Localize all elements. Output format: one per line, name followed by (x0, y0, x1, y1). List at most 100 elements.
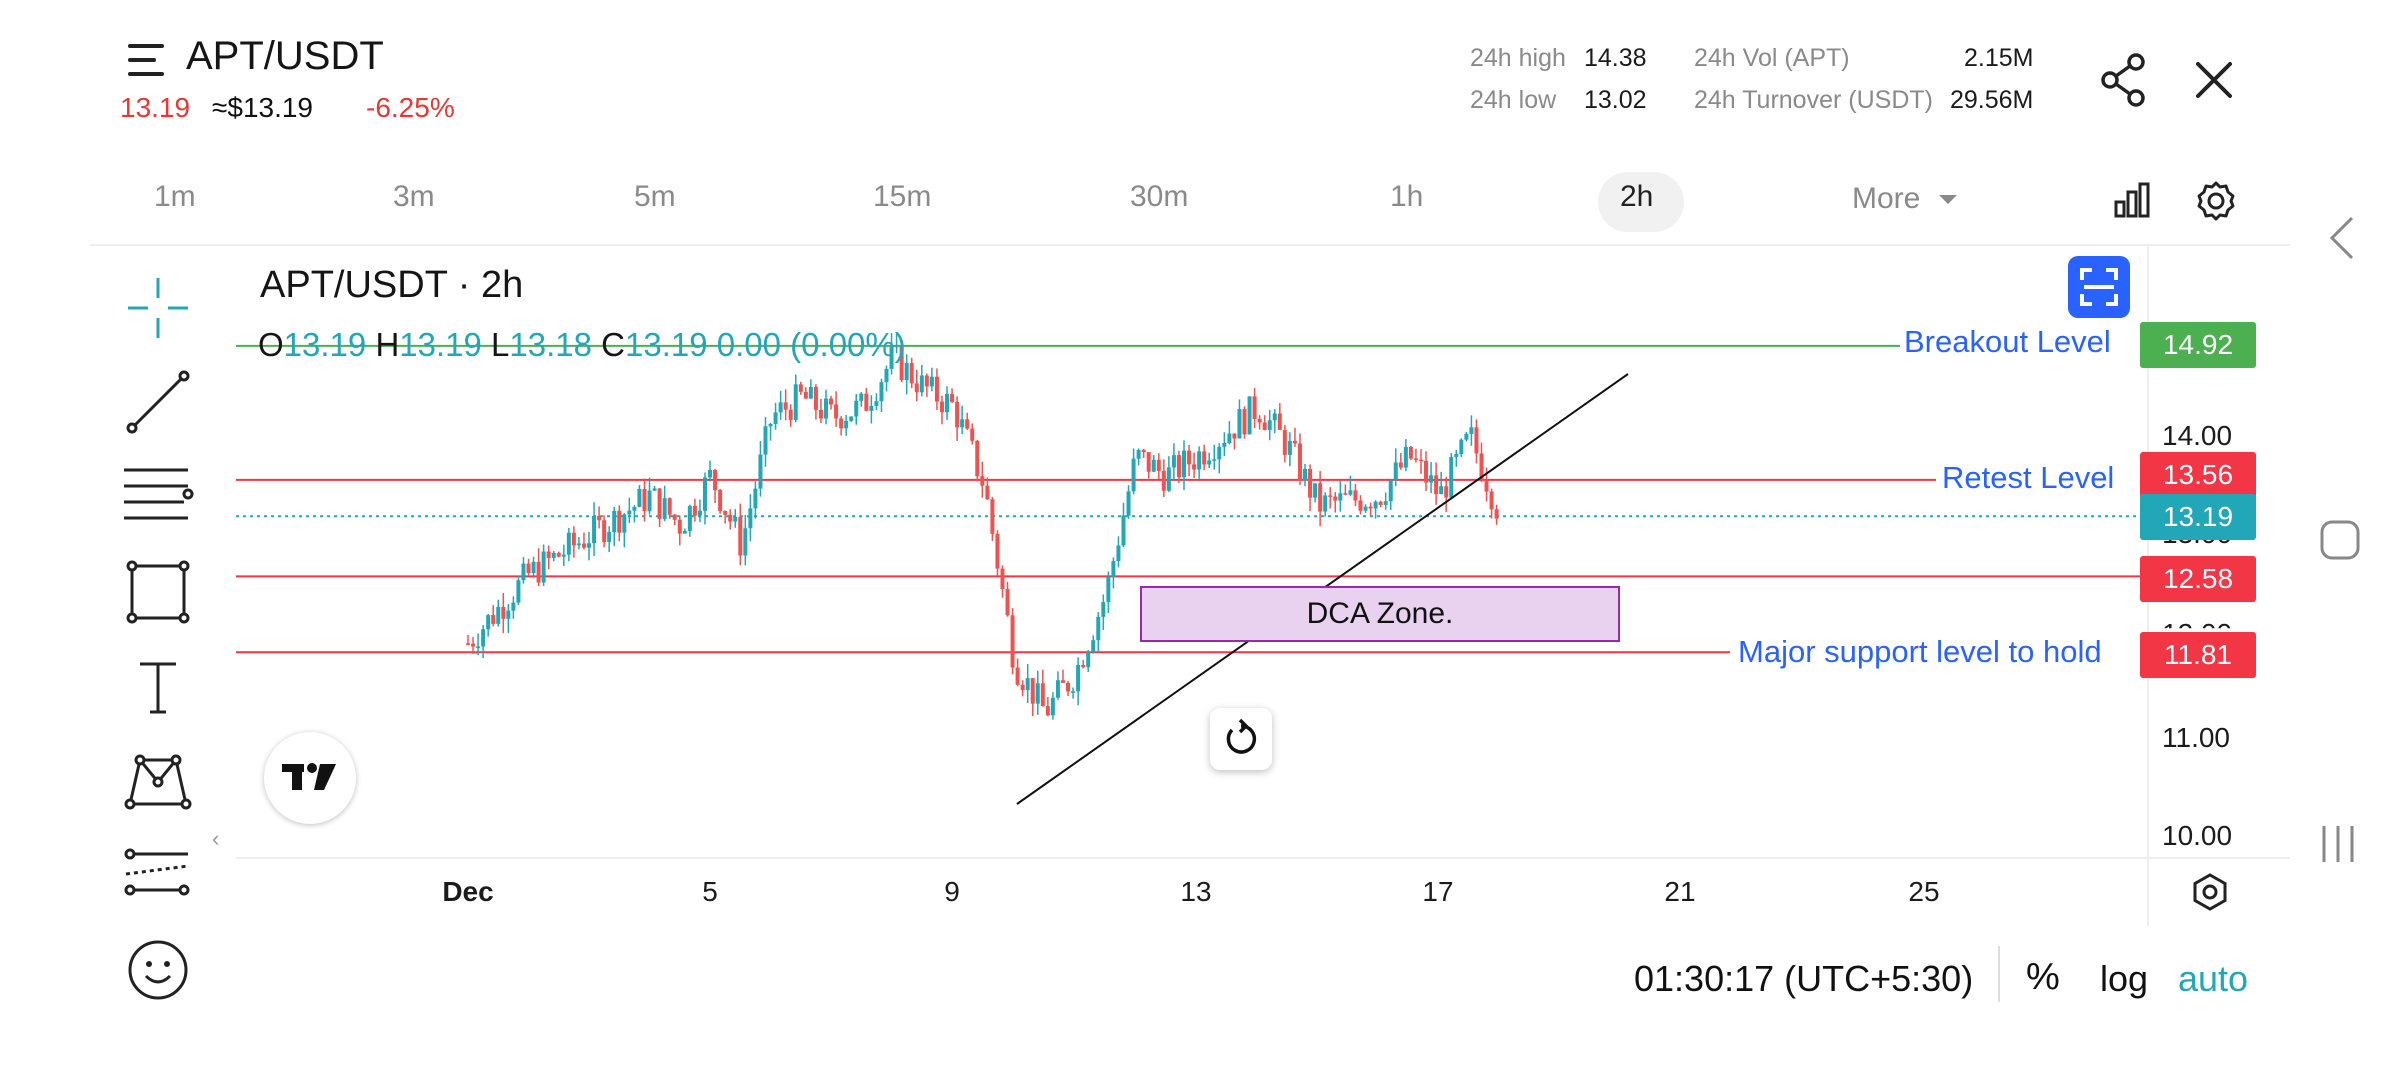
candle-body (798, 384, 803, 392)
ohlc-legend: O13.19 H13.19 L13.18 C13.19 0.00 (0.00%) (258, 326, 906, 364)
date-label-13: 13 (1180, 876, 1212, 907)
chart-title: APT/USDT · 2h (260, 264, 524, 306)
candle-body (758, 454, 763, 489)
candle-body (1292, 440, 1297, 444)
candle-body (1060, 680, 1065, 683)
candle-body (859, 393, 864, 401)
candle-body (491, 615, 496, 624)
rectangle-icon[interactable] (122, 556, 194, 628)
dca-zone[interactable]: DCA Zone. (1140, 586, 1620, 642)
candle-body (1343, 493, 1348, 495)
bar-chart-icon[interactable] (2112, 180, 2152, 220)
candle-body (501, 606, 506, 619)
hamburger-icon[interactable] (124, 40, 168, 80)
nav-back-icon[interactable] (2322, 212, 2362, 264)
candle-body (566, 532, 571, 555)
candle-body (632, 506, 637, 511)
candle-body (481, 629, 486, 647)
fib-lines-icon[interactable] (122, 462, 194, 534)
candle-body (471, 643, 476, 647)
candle-body (713, 469, 718, 490)
candle-body (1469, 427, 1474, 434)
candle-body (622, 514, 627, 533)
candle-body (1358, 500, 1363, 511)
log-scale-button[interactable]: log (2100, 958, 2149, 999)
candle-body (1111, 561, 1116, 577)
price-tag-retest: 13.56 (2140, 452, 2256, 498)
date-label-25: 25 (1908, 876, 1940, 907)
time-display[interactable]: 01:30:17 (UTC+5:30) (1634, 958, 1974, 999)
forecast-icon[interactable] (122, 840, 194, 912)
axis-price-10: 10.00 (2162, 820, 2233, 851)
interval-15m[interactable]: 15m (873, 180, 932, 213)
auto-scale-button[interactable]: auto (2178, 958, 2249, 999)
candle-body (1413, 458, 1418, 460)
candle-body (1308, 468, 1313, 498)
candle-body (748, 508, 753, 529)
interval-1m[interactable]: 1m (154, 180, 196, 213)
time-axis-settings-icon[interactable] (2190, 872, 2230, 917)
nav-home-icon[interactable] (2318, 518, 2362, 562)
candle-body (1025, 678, 1030, 691)
interval-5m[interactable]: 5m (634, 180, 676, 213)
interval-30m[interactable]: 30m (1130, 180, 1189, 213)
candle-body (1176, 455, 1181, 478)
axis-price-11: 11.00 (2162, 722, 2230, 753)
crosshair-icon[interactable] (122, 272, 194, 344)
candle-body (803, 391, 808, 399)
candle-body (592, 515, 597, 544)
candle-body (733, 516, 738, 522)
candle-body (1424, 460, 1429, 483)
fullscreen-icon[interactable] (2068, 256, 2130, 318)
interval-1h[interactable]: 1h (1390, 180, 1424, 213)
share-icon[interactable] (2098, 52, 2150, 108)
candle-body (1136, 449, 1141, 459)
candle-body (965, 419, 970, 429)
candle-body (1262, 422, 1267, 430)
candle-body (904, 363, 909, 381)
more-intervals-button[interactable]: More (1852, 182, 1959, 216)
candle-body (1030, 678, 1035, 704)
pattern-icon[interactable] (122, 746, 194, 818)
candle-body (844, 420, 849, 429)
more-label: More (1852, 182, 1921, 215)
candle-body (945, 394, 950, 413)
candle-body (1252, 396, 1257, 419)
candle-body (783, 402, 788, 410)
interval-2h[interactable]: 2h (1620, 180, 1654, 213)
emoji-icon[interactable] (122, 934, 194, 1006)
candle-body (1333, 496, 1338, 501)
candle-body (1418, 459, 1423, 462)
interval-3m[interactable]: 3m (393, 180, 435, 213)
candle-body (657, 488, 662, 520)
candle-body (546, 551, 551, 558)
candle-body (1267, 420, 1272, 430)
collapse-toolbar-icon[interactable]: ‹ (212, 826, 220, 851)
candle-body (839, 418, 844, 429)
nav-recent-icon[interactable] (2316, 822, 2360, 866)
price-tag-last: 13.19 (2140, 494, 2256, 540)
candle-body (919, 375, 924, 393)
gear-icon[interactable] (2195, 180, 2237, 222)
candle-body (1257, 418, 1262, 423)
trend-line-icon[interactable] (122, 366, 194, 438)
candle-body (581, 543, 586, 548)
candle-body (1282, 429, 1287, 455)
candle-body (1192, 464, 1197, 470)
candle-body (642, 488, 647, 512)
candle-body (834, 404, 839, 419)
undo-icon[interactable] (1210, 708, 1272, 770)
pair-title[interactable]: APT/USDT (186, 34, 384, 78)
candle-body (1010, 615, 1015, 668)
candle-body (1434, 475, 1439, 495)
change-percent: -6.25% (366, 92, 455, 123)
candle-body (1121, 515, 1126, 546)
candle-body (1000, 568, 1005, 590)
text-tool-icon[interactable] (122, 652, 194, 724)
candle-body (607, 532, 612, 542)
candle-body (960, 419, 965, 428)
close-icon[interactable] (2190, 56, 2238, 104)
candle-body (1242, 409, 1247, 435)
percent-scale-button[interactable]: % (2026, 956, 2060, 998)
